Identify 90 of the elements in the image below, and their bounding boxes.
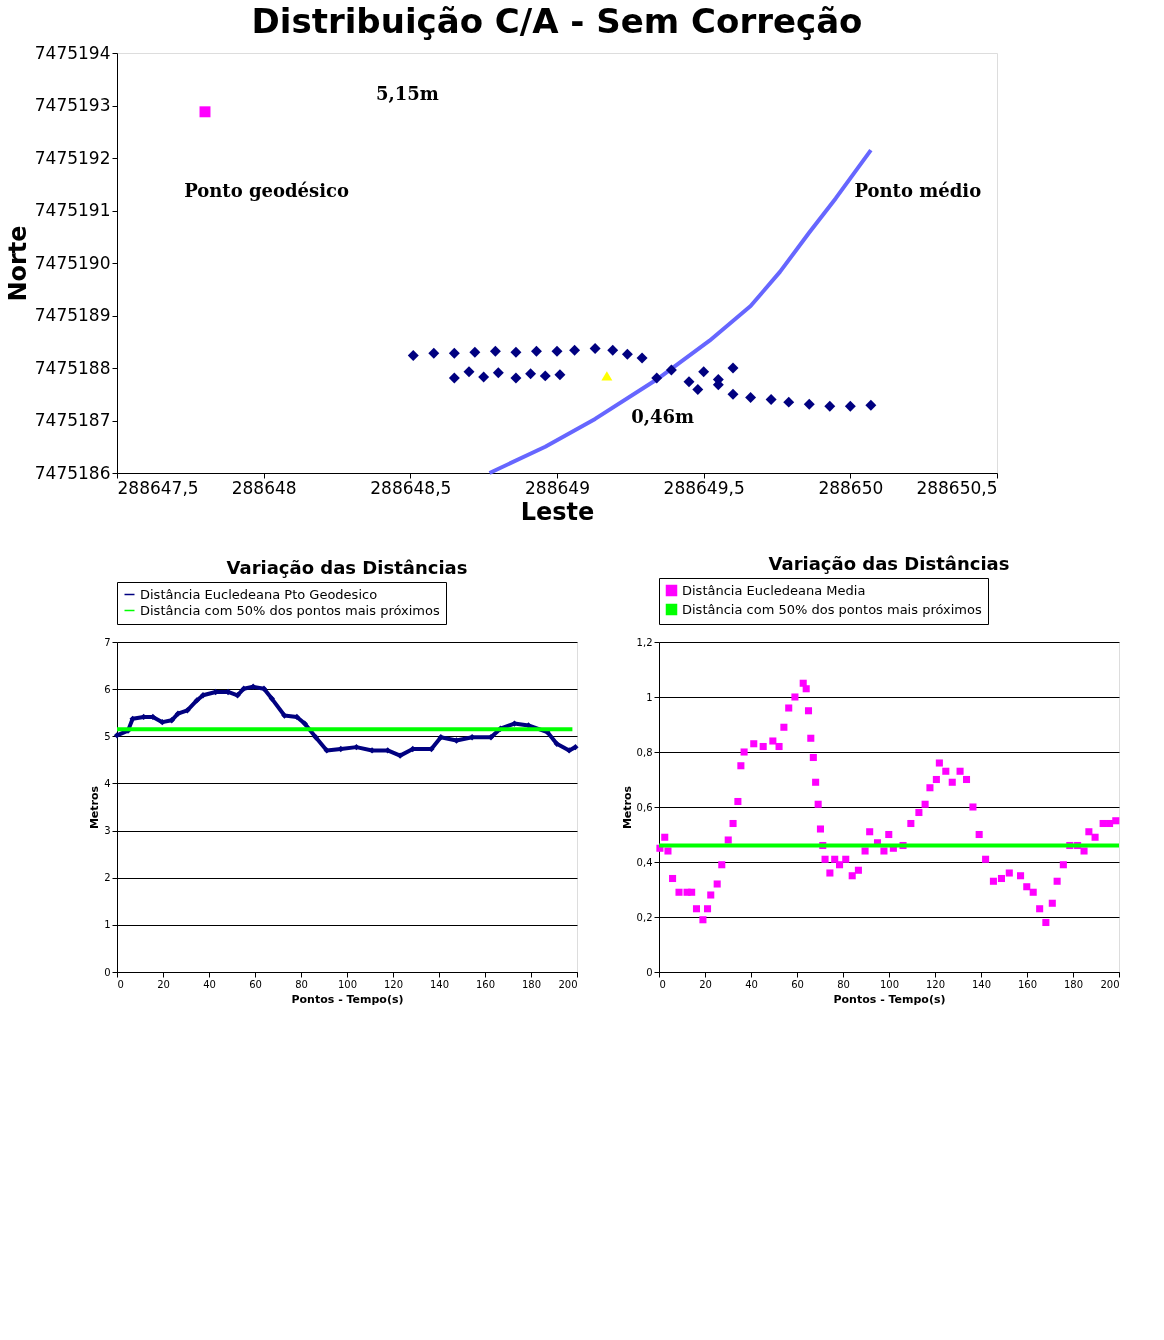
x-tick-label: 200	[1100, 978, 1120, 990]
point	[312, 734, 319, 741]
x-tick-label: 288648,5	[370, 477, 452, 498]
x-tick-label: 0	[117, 978, 124, 990]
y-tick-label: 6	[104, 683, 111, 695]
point	[174, 710, 182, 717]
y-tick-label: 0	[104, 966, 111, 978]
x-tick-label: 288647,5	[117, 477, 199, 498]
y-tick-label: 7475190	[34, 252, 111, 273]
x-tick-label: 0	[659, 978, 666, 990]
x-axis-title: Pontos - Tempo(s)	[291, 992, 404, 1006]
x-tick-label: 20	[157, 978, 170, 990]
point	[240, 685, 247, 692]
legend-label: Distância com 50% dos pontos mais próximos	[140, 602, 440, 618]
point	[184, 707, 191, 714]
annotation: 5,15m	[375, 83, 439, 104]
point	[268, 695, 275, 702]
x-tick-label: 180	[521, 978, 542, 990]
x-tick-label: 120	[383, 978, 404, 990]
y-tick-label: 7475186	[34, 462, 111, 483]
y-tick-label: 0,6	[636, 801, 653, 813]
y-tick-label: 0,4	[636, 856, 653, 868]
point	[572, 743, 579, 751]
y-tick-label: 1	[646, 691, 653, 703]
x-tick-label: 60	[791, 978, 804, 990]
point	[566, 747, 573, 754]
x-tick-label: 40	[745, 978, 758, 990]
point	[301, 720, 308, 727]
point	[323, 747, 330, 754]
x-tick-label: 160	[475, 978, 496, 990]
y-tick-label: 7475189	[34, 305, 111, 325]
y-axis-title: Metros	[88, 785, 102, 830]
x-tick-label: 288650	[818, 477, 884, 498]
point	[159, 718, 166, 726]
point	[337, 745, 344, 753]
x-tick-label: 100	[337, 978, 358, 990]
y-tick-label: 0,2	[636, 911, 653, 923]
annotation: Ponto médio	[854, 179, 982, 201]
x-tick-label: 100	[879, 978, 900, 990]
y-tick-label: 7475194	[34, 42, 111, 63]
y-tick-label: 7475188	[34, 357, 111, 378]
point	[553, 740, 560, 747]
x-tick-label: 80	[295, 978, 308, 990]
legend-label: Distância Eucledeana Media	[682, 582, 866, 598]
y-tick-label: 1,2	[636, 636, 653, 648]
y-tick-label: 7475192	[34, 147, 111, 168]
x-tick-label: 200	[558, 978, 578, 990]
x-tick-label: 140	[429, 978, 450, 990]
point	[129, 715, 136, 722]
y-tick-label: 7475191	[34, 200, 111, 220]
legend-label: Distância com 50% dos pontos mais próximos	[682, 601, 982, 617]
y-axis-title: Metros	[620, 785, 634, 830]
x-tick-label: 60	[249, 978, 262, 990]
y-tick-label: 1	[104, 919, 111, 931]
annotation: Ponto geodésico	[184, 179, 349, 201]
x-tick-label: 120	[925, 978, 946, 990]
x-tick-label: 20	[699, 978, 712, 990]
y-tick-label: 0,8	[636, 746, 653, 758]
y-tick-label: 4	[104, 777, 111, 789]
point	[193, 697, 200, 704]
x-tick-label: 180	[1063, 978, 1084, 990]
chart-title: Distribuição C/A - Sem Correção	[251, 1, 863, 41]
legend-label: Distância Eucledeana Pto Geodesico	[140, 586, 378, 602]
y-tick-label: 2	[104, 872, 111, 884]
point	[396, 752, 404, 759]
x-tick-label: 288650,5	[916, 477, 998, 498]
y-tick-label: 5	[104, 730, 111, 742]
x-axis-title: Pontos - Tempo(s)	[833, 992, 946, 1006]
annotation: 0,46m	[631, 406, 695, 428]
point	[199, 692, 207, 699]
y-tick-label: 7475187	[34, 410, 111, 430]
y-tick-label: 7	[104, 636, 111, 648]
y-axis-title: Norte	[3, 225, 32, 302]
x-tick-label: 160	[1017, 978, 1038, 990]
x-tick-label: 288648	[231, 477, 297, 498]
chart-title: Variação das Distâncias	[768, 552, 1010, 574]
x-tick-label: 80	[837, 978, 850, 990]
y-tick-label: 3	[104, 825, 111, 837]
x-tick-label: 140	[971, 978, 992, 990]
point	[234, 692, 241, 699]
chart-title: Variação das Distâncias	[226, 556, 468, 578]
point	[250, 683, 257, 690]
y-tick-label: 0	[646, 966, 653, 978]
x-tick-label: 288649,5	[663, 477, 745, 498]
point	[353, 743, 360, 751]
x-tick-label: 40	[203, 978, 216, 990]
x-tick-label: 288649	[525, 477, 590, 498]
x-axis-title: Leste	[520, 497, 595, 526]
point	[437, 734, 444, 741]
y-tick-label: 7475193	[34, 95, 111, 115]
